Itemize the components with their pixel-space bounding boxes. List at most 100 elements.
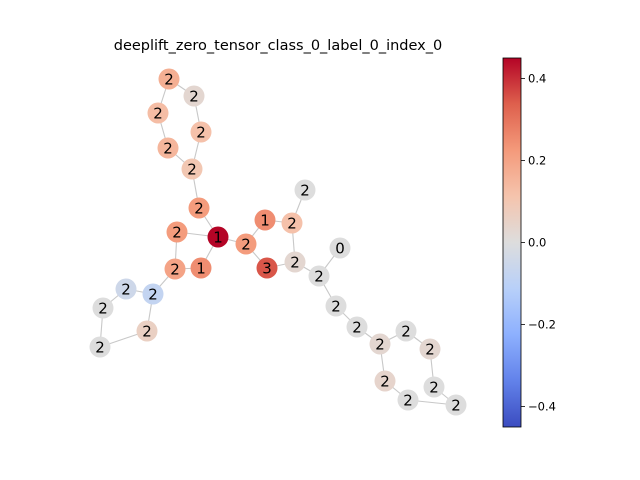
node-circle <box>294 179 316 201</box>
node-circle <box>395 320 417 342</box>
graph-node: 2 <box>164 258 186 280</box>
node-label: 2 <box>451 397 461 415</box>
node-circle <box>284 251 306 273</box>
node-circle <box>136 320 158 342</box>
graph-node: 2 <box>346 316 368 338</box>
graph-node: 1 <box>254 209 276 231</box>
node-circle <box>188 197 210 219</box>
colorbar-tick-label: 0.0 <box>528 236 546 250</box>
graph-node: 2 <box>188 197 210 219</box>
node-circle <box>397 389 419 411</box>
graph-node: 2 <box>325 295 347 317</box>
node-label: 2 <box>121 281 131 299</box>
colorbar-tick-label: 0.4 <box>528 72 546 86</box>
graph-node: 2 <box>92 297 114 319</box>
graph-node: 2 <box>445 394 467 416</box>
node-label: 2 <box>164 71 174 89</box>
node-circle <box>346 316 368 338</box>
node-circle <box>308 265 330 287</box>
node-circle <box>92 297 114 319</box>
node-circle <box>445 394 467 416</box>
node-label: 2 <box>187 161 197 179</box>
graph-node: 2 <box>147 102 169 124</box>
node-label: 2 <box>170 261 180 279</box>
node-label: 2 <box>194 200 204 218</box>
node-label: 0 <box>335 240 345 258</box>
graph-node: 2 <box>89 336 111 358</box>
node-circle <box>374 370 396 392</box>
graph-node: 2 <box>395 320 417 342</box>
graph-node: 2 <box>419 338 441 360</box>
graph-node: 2 <box>281 212 303 234</box>
colorbar-gradient <box>502 57 522 428</box>
node-label: 2 <box>375 336 385 354</box>
node-label: 2 <box>196 124 206 142</box>
node-circle <box>281 212 303 234</box>
node-circle <box>190 121 212 143</box>
graph-node: 2 <box>235 233 257 255</box>
node-circle <box>254 209 276 231</box>
figure-title: deeplift_zero_tensor_class_0_label_0_ind… <box>114 38 442 54</box>
node-circle <box>89 336 111 358</box>
node-label: 2 <box>241 236 251 254</box>
graph-node: 1 <box>207 226 229 248</box>
graph-node: 2 <box>181 158 203 180</box>
graph-node: 2 <box>183 85 205 107</box>
graph-node: 1 <box>190 257 212 279</box>
colorbar-ticks: 0.4 0.2 0.0 −0.2 −0.4 <box>521 72 556 414</box>
node-label: 2 <box>163 140 173 158</box>
colorbar-tick-label: 0.2 <box>528 154 546 168</box>
node-label: 2 <box>153 105 163 123</box>
node-label: 2 <box>352 319 362 337</box>
graph-node: 2 <box>166 221 188 243</box>
node-label: 2 <box>300 182 310 200</box>
graph-node: 2 <box>423 376 445 398</box>
node-label: 2 <box>314 268 324 286</box>
graph-node: 2 <box>142 283 164 305</box>
node-circle <box>157 137 179 159</box>
node-label: 2 <box>95 339 105 357</box>
colorbar-tick-label: −0.2 <box>528 318 556 332</box>
node-circle <box>158 68 180 90</box>
graph-node: 2 <box>136 320 158 342</box>
node-circle <box>419 338 441 360</box>
node-circle <box>329 237 351 259</box>
node-circle <box>164 258 186 280</box>
node-circle <box>369 333 391 355</box>
node-label: 1 <box>260 212 270 230</box>
graph-node: 2 <box>158 68 180 90</box>
graph-node: 3 <box>256 257 278 279</box>
node-label: 2 <box>189 88 199 106</box>
node-circle <box>423 376 445 398</box>
node-circle <box>256 257 278 279</box>
node-circle <box>166 221 188 243</box>
graph-node: 2 <box>374 370 396 392</box>
graph-node: 2 <box>397 389 419 411</box>
graph-node: 2 <box>115 278 137 300</box>
node-circle <box>183 85 205 107</box>
node-label: 2 <box>403 392 413 410</box>
graph-node: 2 <box>369 333 391 355</box>
node-label: 2 <box>425 341 435 359</box>
node-circle <box>235 233 257 255</box>
graph-node: 2 <box>157 137 179 159</box>
graph-node: 2 <box>308 265 330 287</box>
node-circle <box>325 295 347 317</box>
graph-node: 0 <box>329 237 351 259</box>
node-label: 2 <box>331 298 341 316</box>
node-label: 2 <box>148 286 158 304</box>
graph-node: 2 <box>190 121 212 143</box>
node-label: 2 <box>287 215 297 233</box>
colorbar: 0.4 0.2 0.0 −0.2 −0.4 <box>502 57 556 428</box>
node-label: 2 <box>290 254 300 272</box>
node-circle <box>147 102 169 124</box>
graph-node: 2 <box>294 179 316 201</box>
graph-node: 2 <box>284 251 306 273</box>
node-label: 2 <box>172 224 182 242</box>
graph-edges <box>99 78 457 406</box>
node-label: 2 <box>380 373 390 391</box>
node-circle <box>190 257 212 279</box>
node-label: 1 <box>196 260 206 278</box>
